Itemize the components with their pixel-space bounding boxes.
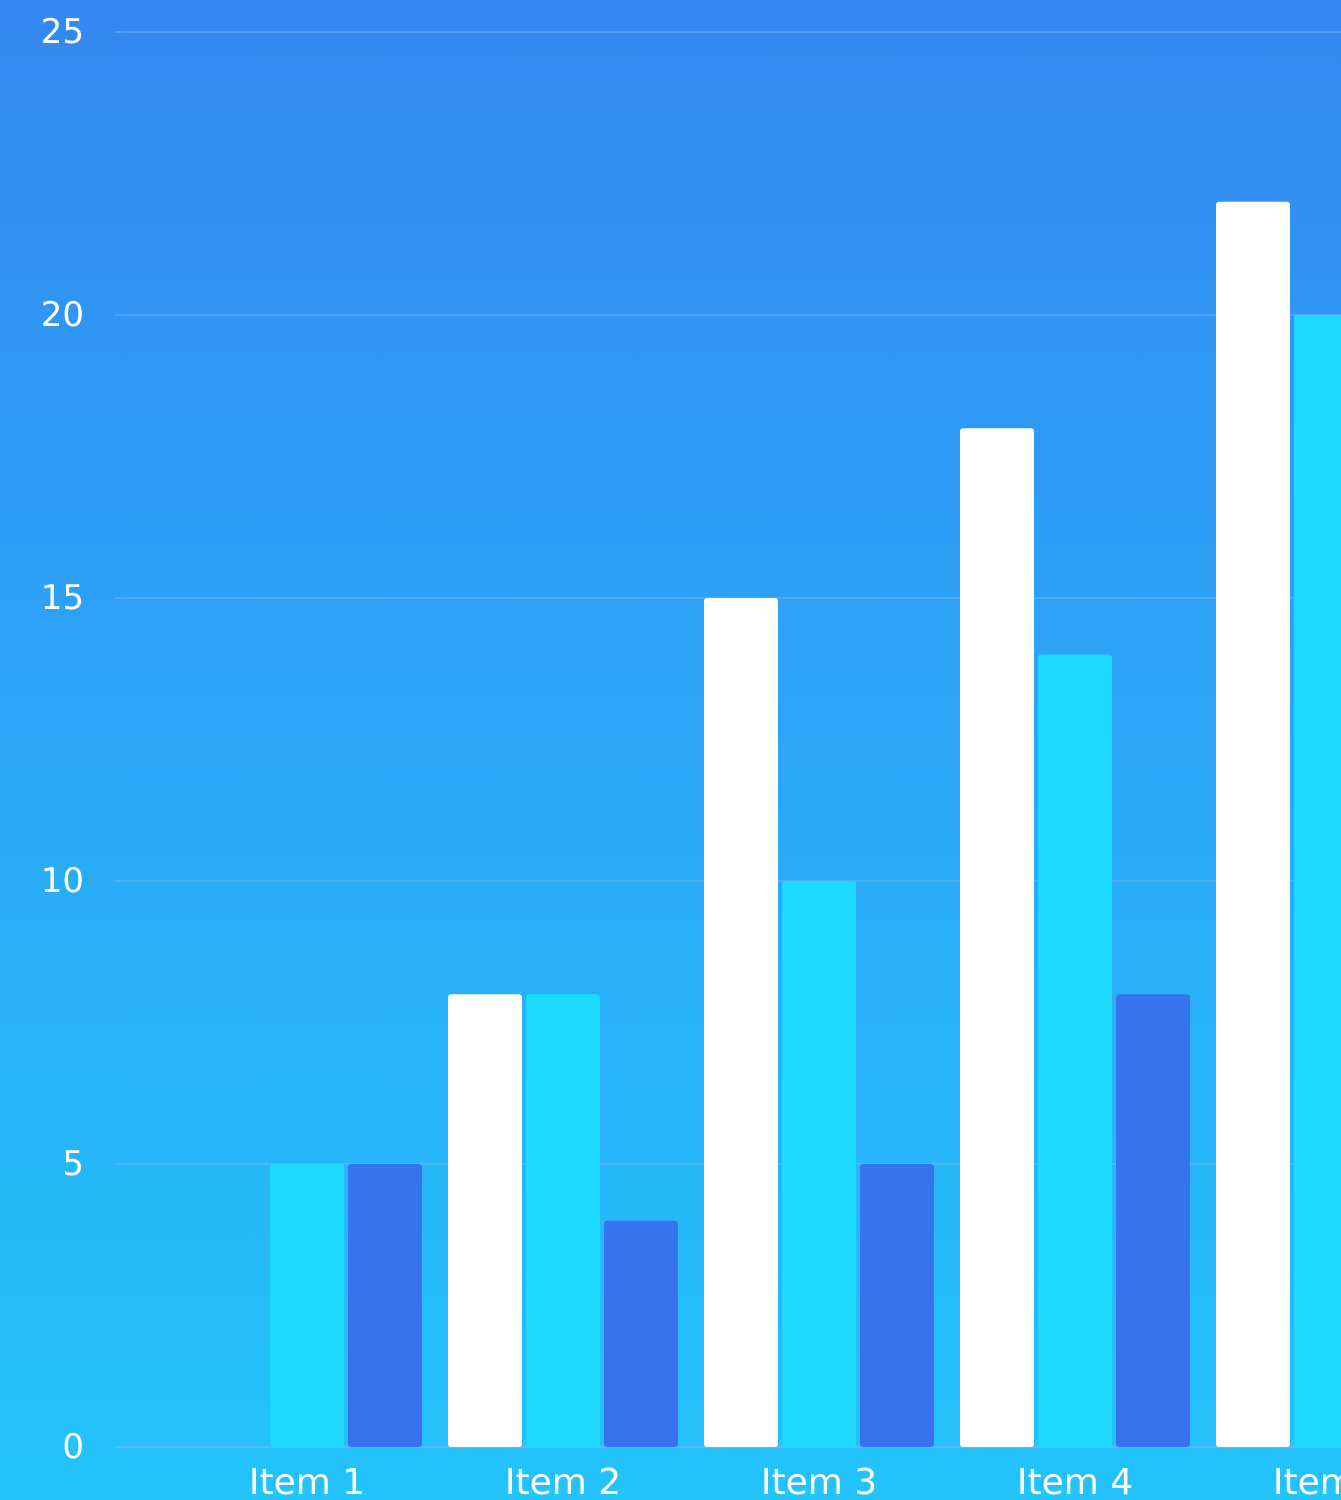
bar [604, 1220, 678, 1447]
bar [1294, 315, 1341, 1447]
bar [960, 428, 1034, 1447]
y-tick-label: 20 [41, 295, 84, 335]
y-tick-label: 25 [41, 12, 84, 52]
bar [860, 1164, 934, 1447]
bar [348, 1164, 422, 1447]
bar [448, 994, 522, 1447]
y-tick-label: 10 [41, 861, 84, 901]
bar [526, 994, 600, 1447]
y-axis-ticks: 0 5 10 15 20 25 [41, 12, 84, 1467]
y-tick-label: 15 [41, 578, 84, 618]
bar [704, 598, 778, 1447]
x-tick-label: Item 4 [1017, 1462, 1133, 1500]
y-tick-label: 0 [62, 1427, 84, 1467]
x-axis-ticks: Item 1 Item 2 Item 3 Item 4 Item 5 [249, 1462, 1341, 1500]
x-tick-label: Item 2 [505, 1462, 621, 1500]
bars [270, 201, 1341, 1447]
bar [782, 881, 856, 1447]
bar [1216, 201, 1290, 1447]
bar [1116, 994, 1190, 1447]
x-tick-label: Item 1 [249, 1462, 365, 1500]
bar [270, 1164, 344, 1447]
x-tick-label: Item 5 [1273, 1462, 1341, 1500]
y-tick-label: 5 [62, 1144, 84, 1184]
bar [1038, 654, 1112, 1447]
x-tick-label: Item 3 [761, 1462, 877, 1500]
